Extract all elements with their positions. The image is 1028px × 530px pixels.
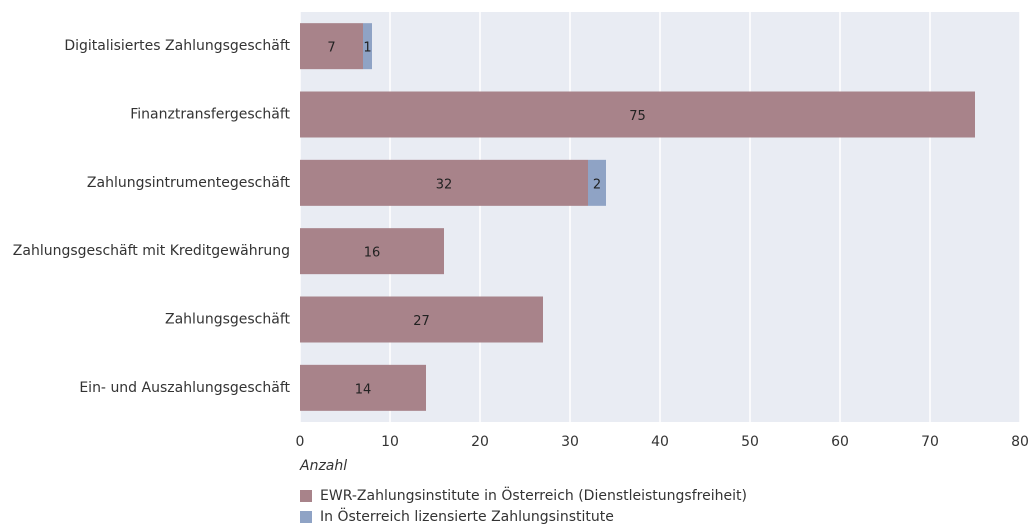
x-tick-label: 70 bbox=[921, 434, 939, 450]
data-label: 32 bbox=[436, 177, 453, 192]
y-tick-label: Ein- und Auszahlungsgeschäft bbox=[79, 380, 290, 396]
y-tick-label: Finanztransfergeschäft bbox=[130, 107, 290, 123]
y-tick-label: Digitalisiertes Zahlungsgeschäft bbox=[64, 38, 290, 54]
bar bbox=[300, 228, 444, 275]
x-tick-label: 80 bbox=[1011, 434, 1028, 450]
data-label: 16 bbox=[364, 246, 381, 261]
x-tick-label: 50 bbox=[741, 434, 759, 450]
x-tick-label: 40 bbox=[651, 434, 669, 450]
legend-label: EWR-Zahlungsinstitute in Österreich (Die… bbox=[320, 486, 747, 504]
y-tick-label: Zahlungsgeschäft bbox=[165, 312, 290, 328]
legend-label: In Österreich lizensierte Zahlungsinstit… bbox=[320, 507, 614, 525]
data-label: 1 bbox=[363, 41, 371, 56]
legend-swatch bbox=[300, 490, 312, 502]
x-tick-label: 20 bbox=[471, 434, 489, 450]
y-tick-label: Zahlungsgeschäft mit Kreditgewährung bbox=[13, 243, 290, 259]
bar bbox=[588, 159, 606, 206]
data-label: 7 bbox=[327, 41, 335, 56]
x-tick-label: 10 bbox=[381, 434, 399, 450]
y-tick-label: Zahlungsintrumentegeschäft bbox=[87, 175, 291, 191]
bar bbox=[300, 159, 588, 206]
bar bbox=[300, 296, 543, 343]
bar bbox=[300, 91, 975, 138]
x-tick-label: 0 bbox=[296, 434, 305, 450]
data-label: 2 bbox=[593, 177, 601, 192]
bar bbox=[300, 364, 426, 411]
bar bbox=[363, 23, 372, 70]
x-tick-label: 30 bbox=[561, 434, 579, 450]
legend-swatch bbox=[300, 511, 312, 523]
data-label: 27 bbox=[413, 314, 430, 329]
x-axis-label: Anzahl bbox=[299, 458, 347, 474]
data-label: 14 bbox=[355, 382, 372, 397]
bar bbox=[300, 23, 363, 70]
x-tick-label: 60 bbox=[831, 434, 849, 450]
data-label: 75 bbox=[629, 109, 646, 124]
